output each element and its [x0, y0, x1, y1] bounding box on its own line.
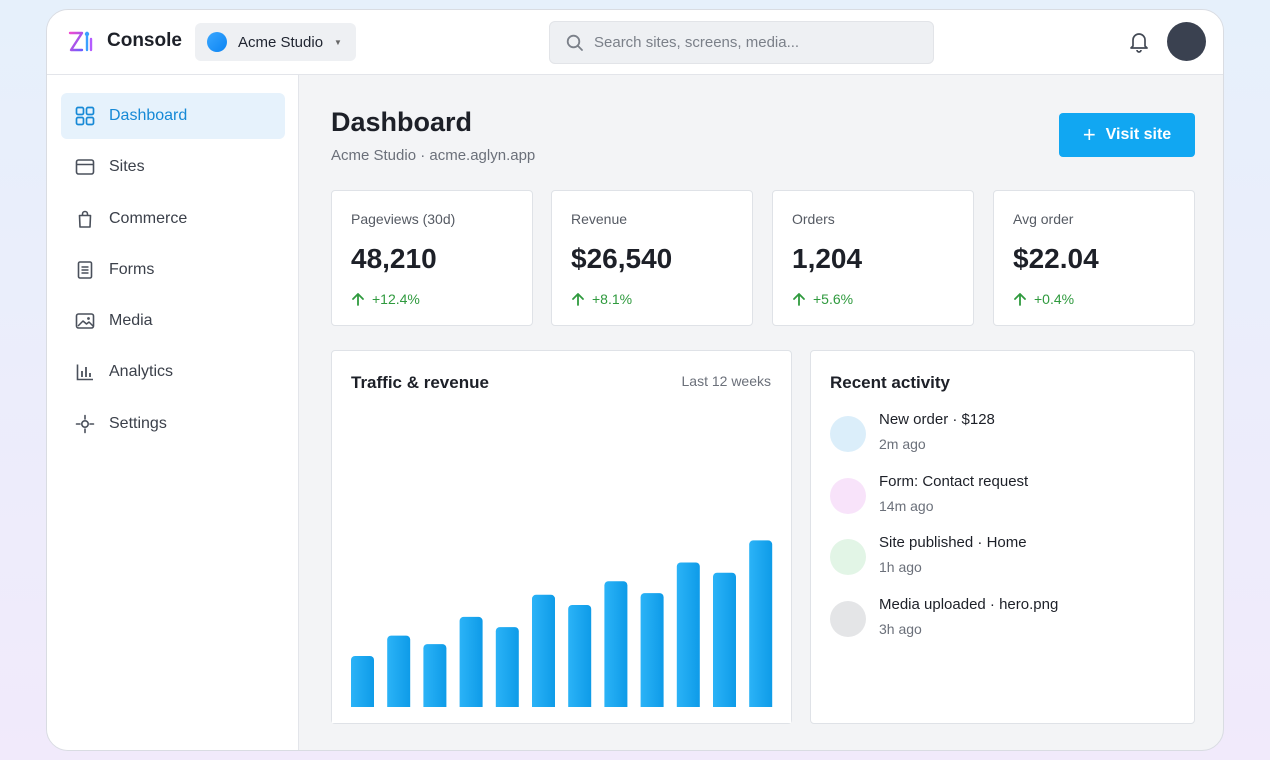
chart-bar [459, 616, 483, 711]
activity-item[interactable]: Media uploaded · hero.png 3h ago [830, 596, 1170, 646]
page-subtitle: Acme Studio · acme.aglyn.app [331, 147, 536, 164]
workspace-name: Acme Studio [238, 33, 324, 51]
activity-title: Recent activity [830, 373, 950, 392]
activity-avatar [830, 416, 866, 452]
activity-avatar [830, 478, 866, 514]
settings-icon [75, 414, 95, 434]
sidebar: Dashboard Sites Commerce Forms [47, 75, 299, 750]
kpi-label: Orders [792, 211, 835, 227]
chart-title: Traffic & revenue [351, 373, 489, 392]
chart-baseline-mask [332, 707, 791, 723]
activity-item-title: Media uploaded · hero.png [879, 596, 1059, 613]
chart-bar [749, 540, 773, 711]
activity-item-title: Form: Contact request [879, 473, 1029, 490]
kpi-value: 1,204 [792, 243, 863, 274]
activity-item-title: Site published · Home [879, 534, 1027, 551]
kpi-label: Avg order [1013, 211, 1074, 227]
sidebar-item-label: Analytics [109, 363, 174, 381]
kpi-delta: +0.4% [1013, 291, 1074, 307]
activity-item-title: New order · $128 [879, 411, 995, 428]
sidebar-item-label: Dashboard [109, 107, 188, 124]
kpi-label: Revenue [571, 211, 628, 227]
chart-bar [676, 562, 700, 711]
kpi-value: $26,540 [571, 243, 673, 274]
workspace-avatar [207, 32, 227, 52]
kpi-value: 48,210 [351, 243, 437, 274]
chart-bar [351, 656, 374, 711]
sidebar-item-forms[interactable]: Forms [61, 247, 285, 293]
chart-bar [387, 635, 411, 711]
sidebar-item-label: Media [109, 312, 153, 330]
notifications-bell-icon[interactable] [1127, 29, 1151, 53]
sidebar-item-media[interactable]: Media [61, 298, 285, 344]
chart-bar [423, 644, 447, 711]
sidebar-item-label: Forms [109, 260, 155, 278]
kpi-card-pageviews: Pageviews (30d) 48,210 +12.4% [331, 190, 533, 326]
traffic-revenue-chart [332, 540, 791, 723]
chart-bar [568, 605, 592, 711]
kpi-value: $22.04 [1013, 243, 1099, 274]
browser-window-icon [75, 159, 95, 176]
kpi-card-revenue: Revenue $26,540 +8.1% [551, 190, 753, 326]
search-box [549, 21, 934, 64]
activity-item-time: 2m ago [879, 436, 926, 452]
sidebar-item-analytics[interactable]: Analytics [61, 349, 285, 395]
arrow-up-icon [572, 293, 584, 306]
document-icon [77, 261, 93, 279]
shopping-bag-icon [78, 210, 92, 228]
activity-item[interactable]: Site published · Home 1h ago [830, 534, 1170, 584]
kpi-delta: +12.4% [351, 291, 420, 307]
activity-avatar [830, 601, 866, 637]
activity-item[interactable]: Form: Contact request 14m ago [830, 473, 1170, 523]
search-icon [566, 34, 583, 51]
plus-icon: + [1082, 122, 1096, 147]
recent-activity-panel: Recent activity New order · $128 2m ago … [810, 350, 1195, 724]
top-bar: Console Acme Studio ▼ [47, 10, 1223, 75]
arrow-up-icon [352, 293, 364, 306]
chart-bar [532, 594, 555, 711]
kpi-delta-value: +12.4% [372, 291, 420, 307]
activity-item[interactable]: New order · $128 2m ago [830, 411, 1170, 461]
sidebar-item-settings[interactable]: Settings [61, 401, 285, 447]
page-title: Dashboard [331, 107, 473, 137]
image-icon [75, 313, 95, 329]
grid-icon [75, 106, 95, 126]
sidebar-item-commerce[interactable]: Commerce [61, 196, 285, 242]
caret-down-icon: ▼ [334, 37, 342, 47]
activity-item-time: 3h ago [879, 621, 922, 637]
kpi-delta: +5.6% [792, 291, 853, 307]
sidebar-item-sites[interactable]: Sites [61, 144, 285, 190]
visit-site-button[interactable]: + Visit site [1059, 113, 1195, 157]
chart-range-label: Last 12 weeks [681, 373, 772, 389]
chart-bar [640, 593, 664, 711]
workspace-switcher[interactable]: Acme Studio ▼ [195, 23, 356, 61]
bar-chart-icon [76, 364, 93, 381]
kpi-card-avg-order: Avg order $22.04 +0.4% [993, 190, 1195, 326]
sidebar-item-label: Sites [109, 158, 145, 176]
sidebar-item-dashboard[interactable]: Dashboard [61, 93, 285, 139]
chart-bar [495, 627, 519, 711]
kpi-label: Pageviews (30d) [351, 211, 456, 227]
app-title: Console [107, 30, 182, 51]
kpi-card-orders: Orders 1,204 +5.6% [772, 190, 974, 326]
kpi-delta-value: +5.6% [813, 291, 854, 307]
activity-item-time: 14m ago [879, 498, 934, 514]
chart-bar [604, 581, 628, 711]
chart-bar [713, 572, 736, 711]
kpi-delta-value: +8.1% [592, 291, 633, 307]
arrow-up-icon [1014, 293, 1026, 306]
sidebar-item-label: Commerce [109, 209, 188, 227]
kpi-delta-value: +0.4% [1034, 291, 1075, 307]
sidebar-item-label: Settings [109, 414, 167, 432]
arrow-up-icon [793, 293, 805, 306]
visit-site-label: Visit site [1105, 126, 1172, 143]
search-input[interactable] [594, 22, 924, 63]
user-avatar[interactable] [1167, 22, 1206, 61]
kpi-delta: +8.1% [571, 291, 632, 307]
console-logo-icon [68, 31, 93, 52]
activity-avatar [830, 539, 866, 575]
traffic-revenue-panel: Traffic & revenue Last 12 weeks [331, 350, 792, 724]
app-window: Console Acme Studio ▼ [46, 9, 1224, 751]
activity-item-time: 1h ago [879, 559, 922, 575]
